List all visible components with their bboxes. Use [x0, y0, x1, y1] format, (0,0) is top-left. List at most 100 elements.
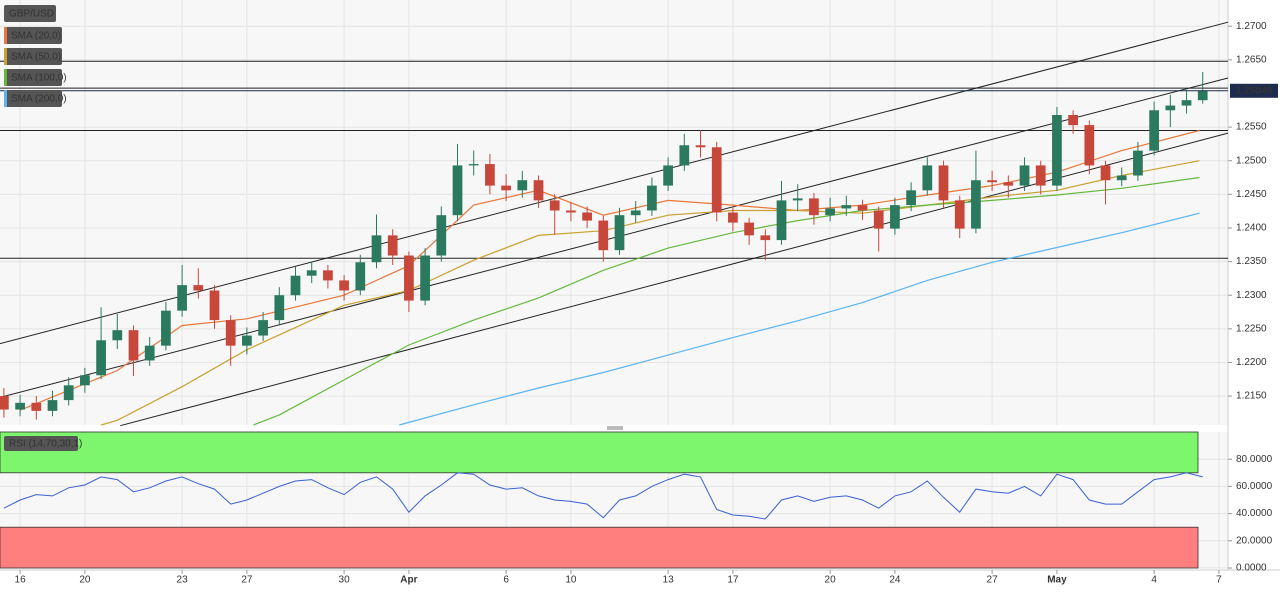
- candle-body: [841, 205, 852, 209]
- candle-body: [468, 164, 479, 166]
- y-tick-label: 40.0000: [1236, 508, 1273, 519]
- x-tick-label: 6: [503, 575, 509, 586]
- candle-body: [890, 205, 900, 229]
- legend-box: [4, 48, 62, 65]
- y-tick-label: 1.2650: [1236, 54, 1267, 65]
- candle-body: [0, 396, 9, 410]
- candle-body: [128, 330, 139, 361]
- legend-label: SMA (100,0): [11, 73, 67, 84]
- y-tick-label: 1.2500: [1236, 155, 1267, 166]
- candle-body: [63, 385, 74, 401]
- candle-body: [339, 280, 349, 291]
- rsi-line: [3, 472, 1203, 520]
- y-tick-label: 1.2350: [1236, 256, 1267, 267]
- rsi-zone: [0, 526, 1199, 569]
- candle-body: [549, 200, 560, 211]
- candle-body: [387, 235, 398, 256]
- candle-body: [96, 340, 106, 376]
- candle-body: [404, 255, 414, 301]
- x-tick-label: 13: [663, 575, 675, 586]
- x-tick-label: 23: [177, 575, 189, 586]
- candle-body: [1197, 90, 1208, 101]
- sma-line: [100, 160, 1200, 426]
- legend-label: SMA (200,0): [11, 94, 67, 105]
- candle-body: [323, 270, 333, 281]
- candle-body: [420, 255, 430, 301]
- rsi-title: RSI (14,70,30,1): [9, 439, 82, 450]
- candle-body: [112, 330, 123, 341]
- candle-body: [47, 400, 58, 411]
- candle-body: [663, 165, 673, 186]
- x-tick-label: 27: [241, 575, 253, 586]
- candle-body: [857, 205, 868, 211]
- candle-body: [906, 190, 916, 206]
- candle-body: [582, 212, 592, 221]
- y-tick-label: 20.0000: [1236, 535, 1273, 546]
- candle-body: [809, 198, 819, 216]
- candle-body: [31, 402, 42, 411]
- candle-body: [987, 180, 997, 183]
- candle-body: [144, 345, 155, 361]
- rsi-title-box: [4, 436, 78, 451]
- candle-body: [80, 375, 90, 386]
- candle-body: [1052, 114, 1062, 186]
- last-price-label: 1.26040: [1236, 85, 1273, 96]
- y-tick-label: 1.2250: [1236, 323, 1267, 334]
- candle-body: [776, 200, 787, 241]
- x-tick-label: 16: [15, 575, 27, 586]
- legend-swatch: [4, 90, 7, 107]
- candle-body: [517, 180, 528, 191]
- candle-body: [938, 165, 949, 201]
- candle-body: [242, 335, 252, 346]
- candle-body: [533, 180, 544, 201]
- candle-body: [744, 222, 754, 236]
- candle-body: [1100, 165, 1111, 181]
- candle-body: [1133, 150, 1143, 176]
- y-tick-label: 60.0000: [1236, 481, 1273, 492]
- x-tick-label: 30: [339, 575, 351, 586]
- legend-swatch: [4, 27, 7, 44]
- candle-body: [209, 290, 220, 321]
- candle-body: [436, 215, 447, 256]
- candle-body: [954, 200, 965, 229]
- legend-label: SMA (20,0): [11, 31, 61, 42]
- panel-resize-handle[interactable]: [607, 426, 623, 430]
- candle-body: [1116, 175, 1127, 181]
- candle-body: [485, 164, 495, 186]
- candle-body: [1068, 114, 1078, 126]
- legend-swatch: [4, 69, 7, 86]
- trend-line: [0, 77, 1229, 398]
- x-tick-label: 27: [987, 575, 999, 586]
- x-tick-label: 20: [79, 575, 91, 586]
- x-tick-label: May: [1047, 575, 1067, 586]
- candle-body: [1019, 165, 1030, 186]
- candle-body: [1181, 100, 1192, 106]
- y-tick-label: 1.2450: [1236, 189, 1267, 200]
- sma-line: [399, 212, 1200, 426]
- candle-body: [873, 210, 884, 229]
- y-tick-label: 1.2200: [1236, 357, 1267, 368]
- x-tick-label: 7: [1216, 575, 1222, 586]
- legend-label: SMA (50,0): [11, 52, 61, 63]
- candle-body: [971, 180, 981, 229]
- candle-body: [695, 145, 706, 148]
- rsi-zone: [0, 431, 1199, 474]
- candle-body: [598, 220, 609, 251]
- candle-body: [1003, 182, 1014, 186]
- candle-body: [792, 198, 803, 201]
- y-tick-label: 1.2700: [1236, 21, 1267, 32]
- x-tick-label: 4: [1151, 575, 1157, 586]
- y-tick-label: 0.0000: [1236, 563, 1267, 574]
- last-price-box: [1230, 83, 1278, 98]
- candle-body: [614, 215, 625, 251]
- candle-body: [728, 212, 738, 223]
- candle-body: [825, 208, 835, 216]
- sma-line: [253, 176, 1200, 426]
- y-tick-label: 1.2550: [1236, 122, 1267, 133]
- candle-body: [679, 145, 690, 166]
- candle-body: [15, 402, 25, 410]
- candle-body: [760, 235, 771, 241]
- legend-box: [4, 69, 62, 86]
